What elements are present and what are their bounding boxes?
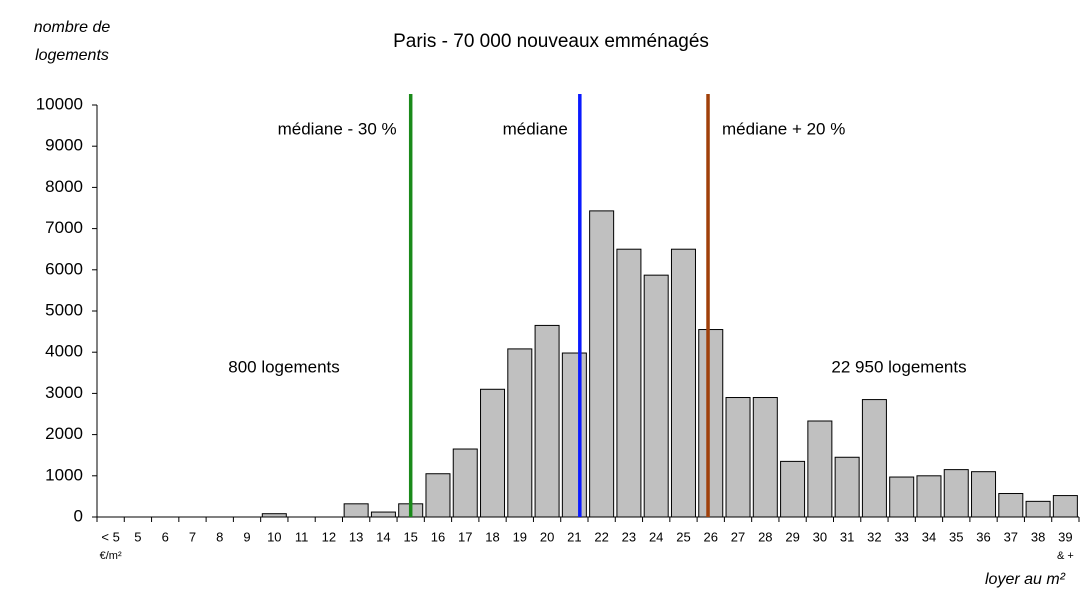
x-tick-label: 13 bbox=[349, 529, 363, 544]
x-tick-label: 11 bbox=[295, 529, 309, 544]
y-axis-label: nombre de bbox=[34, 19, 111, 36]
x-tick-label: 7 bbox=[189, 529, 196, 544]
x-tick-label: 29 bbox=[785, 529, 799, 544]
reference-line-label: médiane - 30 % bbox=[278, 119, 397, 138]
bar bbox=[752, 397, 778, 518]
bar bbox=[343, 503, 369, 518]
x-tick-label: 33 bbox=[894, 529, 908, 544]
x-tick-label: 14 bbox=[376, 529, 390, 544]
x-tick-label: 37 bbox=[1004, 529, 1018, 544]
x-tick-label: 38 bbox=[1031, 529, 1045, 544]
x-tick-label: 21 bbox=[567, 529, 581, 544]
x-tick-label: 5 bbox=[134, 529, 141, 544]
y-tick-label: 7000 bbox=[45, 218, 83, 237]
bar bbox=[889, 476, 915, 518]
bar bbox=[480, 388, 506, 518]
y-tick-label: 1000 bbox=[45, 465, 83, 484]
bar bbox=[1052, 495, 1078, 518]
bar bbox=[780, 460, 806, 518]
x-tick-label: 9 bbox=[243, 529, 250, 544]
y-tick-label: 2000 bbox=[45, 424, 83, 443]
x-tick-label: 25 bbox=[676, 529, 690, 544]
x-tick-label: 15 bbox=[403, 529, 417, 544]
bar bbox=[861, 399, 887, 518]
annotation: 800 logements bbox=[228, 357, 340, 376]
x-tick-label: 19 bbox=[513, 529, 527, 544]
bar bbox=[507, 348, 533, 518]
x-tick-label: 30 bbox=[813, 529, 827, 544]
x-tick-label: 36 bbox=[976, 529, 990, 544]
bar bbox=[943, 469, 969, 518]
x-tick-label: 17 bbox=[458, 529, 472, 544]
chart-title: Paris - 70 000 nouveaux emménagés bbox=[393, 31, 709, 52]
x-tick-label: 10 bbox=[267, 529, 281, 544]
bar bbox=[807, 420, 833, 518]
x-tick-label: < 5 bbox=[101, 529, 119, 544]
reference-line-label: médiane bbox=[503, 119, 568, 138]
bar bbox=[261, 513, 287, 518]
bar bbox=[589, 210, 615, 518]
bar bbox=[561, 352, 587, 518]
x-tick-label: 24 bbox=[649, 529, 663, 544]
bar bbox=[916, 475, 942, 518]
y-axis-label: logements bbox=[35, 47, 109, 64]
bar bbox=[698, 329, 724, 518]
x-tick-label: 22 bbox=[594, 529, 608, 544]
x-tick-label: 31 bbox=[840, 529, 854, 544]
bar bbox=[370, 511, 396, 518]
x-tick-label: 34 bbox=[922, 529, 936, 544]
x-axis-label: loyer au m² bbox=[985, 571, 1066, 588]
x-tick-label: 8 bbox=[216, 529, 223, 544]
bar bbox=[1025, 500, 1051, 518]
y-tick-label: 10000 bbox=[36, 94, 83, 113]
x-tick-label: 26 bbox=[704, 529, 718, 544]
y-tick-label: 5000 bbox=[45, 300, 83, 319]
x-tick-label: 16 bbox=[431, 529, 445, 544]
y-tick-label: 3000 bbox=[45, 383, 83, 402]
bar bbox=[534, 324, 560, 518]
y-tick-label: 8000 bbox=[45, 177, 83, 196]
x-tick-label: 18 bbox=[485, 529, 499, 544]
y-tick-label: 4000 bbox=[45, 342, 83, 361]
x-tick-label: 23 bbox=[622, 529, 636, 544]
x-tick-label: 27 bbox=[731, 529, 745, 544]
x-tick-sublabel: €/m² bbox=[100, 550, 122, 562]
reference-line-label: médiane + 20 % bbox=[722, 119, 845, 138]
x-tick-label: 6 bbox=[162, 529, 169, 544]
x-tick-label: 12 bbox=[322, 529, 336, 544]
y-tick-label: 0 bbox=[74, 506, 83, 525]
bar bbox=[998, 493, 1024, 518]
bar bbox=[643, 274, 669, 518]
x-tick-label: 35 bbox=[949, 529, 963, 544]
bar bbox=[425, 473, 451, 518]
x-tick-label: 20 bbox=[540, 529, 554, 544]
x-tick-label: 32 bbox=[867, 529, 881, 544]
x-tick-sublabel: & + bbox=[1057, 550, 1074, 562]
bar bbox=[971, 471, 997, 518]
bar bbox=[670, 248, 696, 518]
bar bbox=[725, 397, 751, 518]
bar bbox=[452, 448, 478, 518]
annotation: 22 950 logements bbox=[831, 357, 966, 376]
y-tick-label: 9000 bbox=[45, 136, 83, 155]
bar bbox=[834, 456, 860, 518]
bar bbox=[616, 248, 642, 518]
x-tick-label: 39 bbox=[1058, 529, 1072, 544]
y-tick-label: 6000 bbox=[45, 259, 83, 278]
x-tick-label: 28 bbox=[758, 529, 772, 544]
